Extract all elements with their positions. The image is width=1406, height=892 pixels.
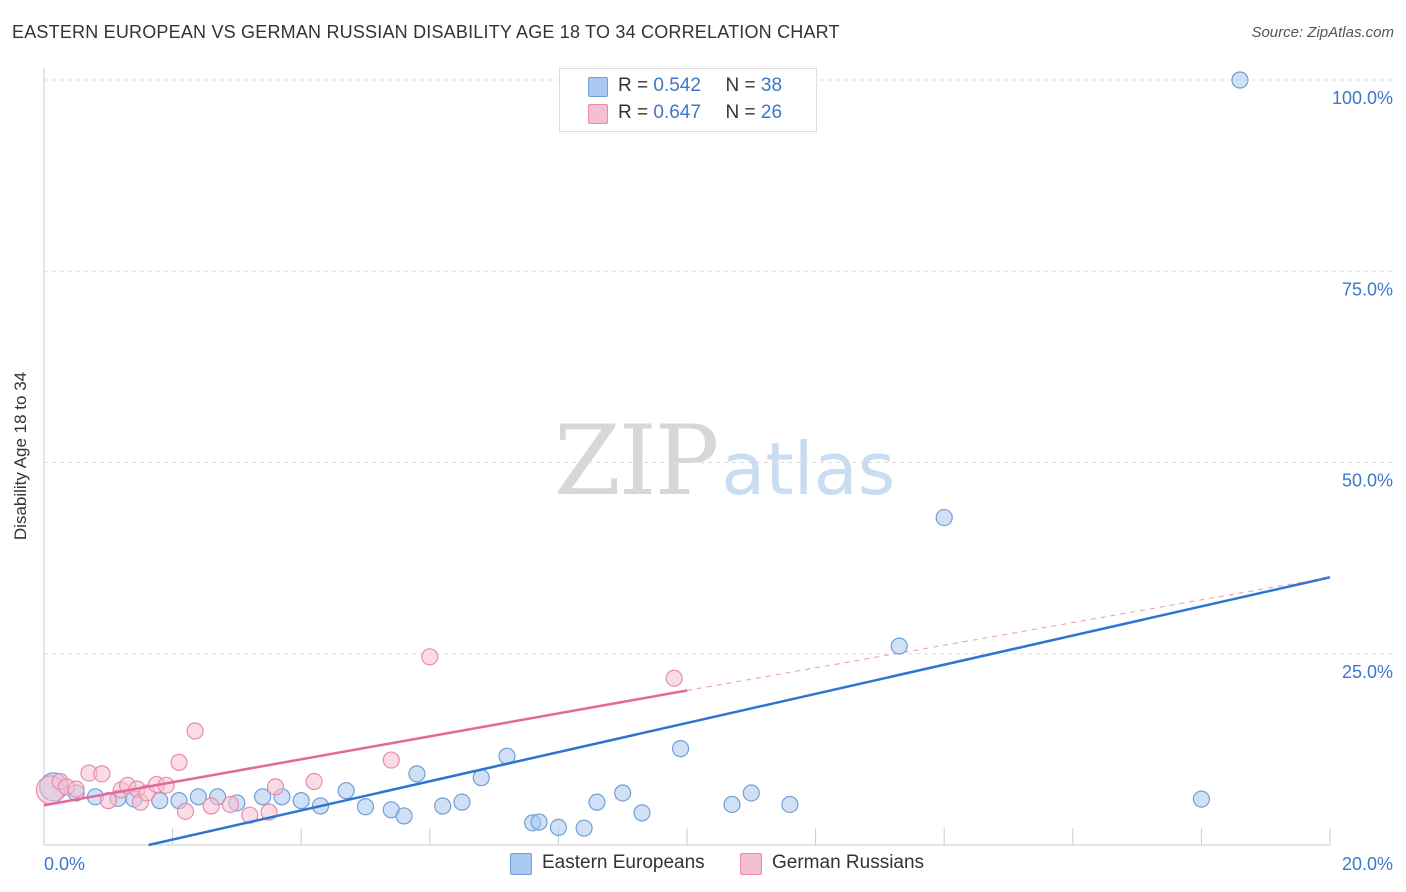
data-point-german-russians (176, 802, 195, 820)
n-label: N = (725, 102, 756, 123)
trend-line-german-russians (43, 689, 688, 807)
legend-swatch-pink (740, 853, 762, 875)
correlation-legend: R = 0.542 N = 38 R = 0.647 N = 26 (559, 68, 817, 132)
r-value: 0.647 (653, 102, 701, 123)
legend-swatch-blue (588, 77, 608, 97)
data-point-eastern-europeans (1231, 71, 1249, 89)
legend-swatch-blue (510, 853, 532, 875)
data-point-german-russians (170, 753, 188, 771)
data-point-eastern-europeans (292, 792, 310, 810)
legend-swatch-pink (588, 104, 608, 124)
data-point-german-russians (665, 669, 683, 687)
y-tick-label: 25.0% (1342, 662, 1393, 682)
legend-label: German Russians (772, 852, 925, 873)
y-tick-label: 75.0% (1342, 279, 1393, 299)
watermark-atlas: atlas (721, 427, 896, 511)
n-value: 26 (760, 102, 783, 123)
data-point-german-russians (186, 722, 204, 740)
data-point-eastern-europeans (723, 795, 741, 814)
data-point-eastern-europeans (254, 788, 272, 806)
data-point-eastern-europeans (781, 795, 799, 814)
data-point-eastern-europeans (356, 798, 375, 816)
data-point-german-russians (266, 778, 285, 796)
data-point-eastern-europeans (614, 784, 632, 802)
r-value: 0.542 (653, 75, 701, 96)
y-tick-label: 50.0% (1342, 471, 1393, 491)
data-point-eastern-europeans (575, 819, 593, 837)
data-point-eastern-europeans (395, 807, 413, 825)
data-point-eastern-europeans (671, 740, 690, 758)
n-label: N = (725, 75, 756, 96)
zipatlas-watermark: ZIPatlas (554, 405, 895, 517)
data-point-german-russians (305, 772, 323, 791)
data-point-german-russians (221, 795, 240, 814)
data-point-german-russians (67, 780, 85, 798)
data-point-eastern-europeans (588, 793, 606, 811)
x-tick-label: 20.0% (1342, 854, 1393, 874)
r-label: R = (618, 75, 649, 96)
trend-line-eastern-europeans (148, 576, 1331, 847)
data-point-eastern-europeans (408, 765, 426, 783)
y-axis-label: Disability Age 18 to 34 (11, 371, 30, 541)
data-point-german-russians (382, 751, 400, 769)
data-point-eastern-europeans (935, 508, 953, 527)
data-point-eastern-europeans (151, 792, 169, 810)
n-value: 38 (760, 75, 783, 96)
trend-line-extension-german-russians (686, 576, 1331, 691)
legend-label: Eastern Europeans (542, 852, 705, 873)
data-point-eastern-europeans (530, 813, 548, 831)
data-point-eastern-europeans (890, 637, 908, 655)
data-point-eastern-europeans (633, 804, 651, 822)
data-point-eastern-europeans (549, 818, 568, 837)
data-point-eastern-europeans (337, 782, 355, 800)
x-tick-label: 0.0% (44, 854, 85, 874)
r-label: R = (618, 102, 649, 123)
data-point-eastern-europeans (453, 793, 471, 811)
data-point-german-russians (421, 648, 439, 666)
watermark-zip: ZIP (554, 405, 719, 517)
y-tick-label: 100.0% (1332, 88, 1393, 108)
data-point-eastern-europeans (189, 788, 207, 806)
data-point-german-russians (202, 797, 220, 815)
data-point-eastern-europeans (742, 784, 760, 802)
data-point-eastern-europeans (1192, 790, 1211, 808)
data-point-eastern-europeans (434, 797, 452, 815)
source-credit: Source: ZipAtlas.com (1251, 24, 1394, 41)
chart-title: EASTERN EUROPEAN VS GERMAN RUSSIAN DISAB… (12, 22, 840, 42)
data-point-german-russians (93, 765, 111, 783)
